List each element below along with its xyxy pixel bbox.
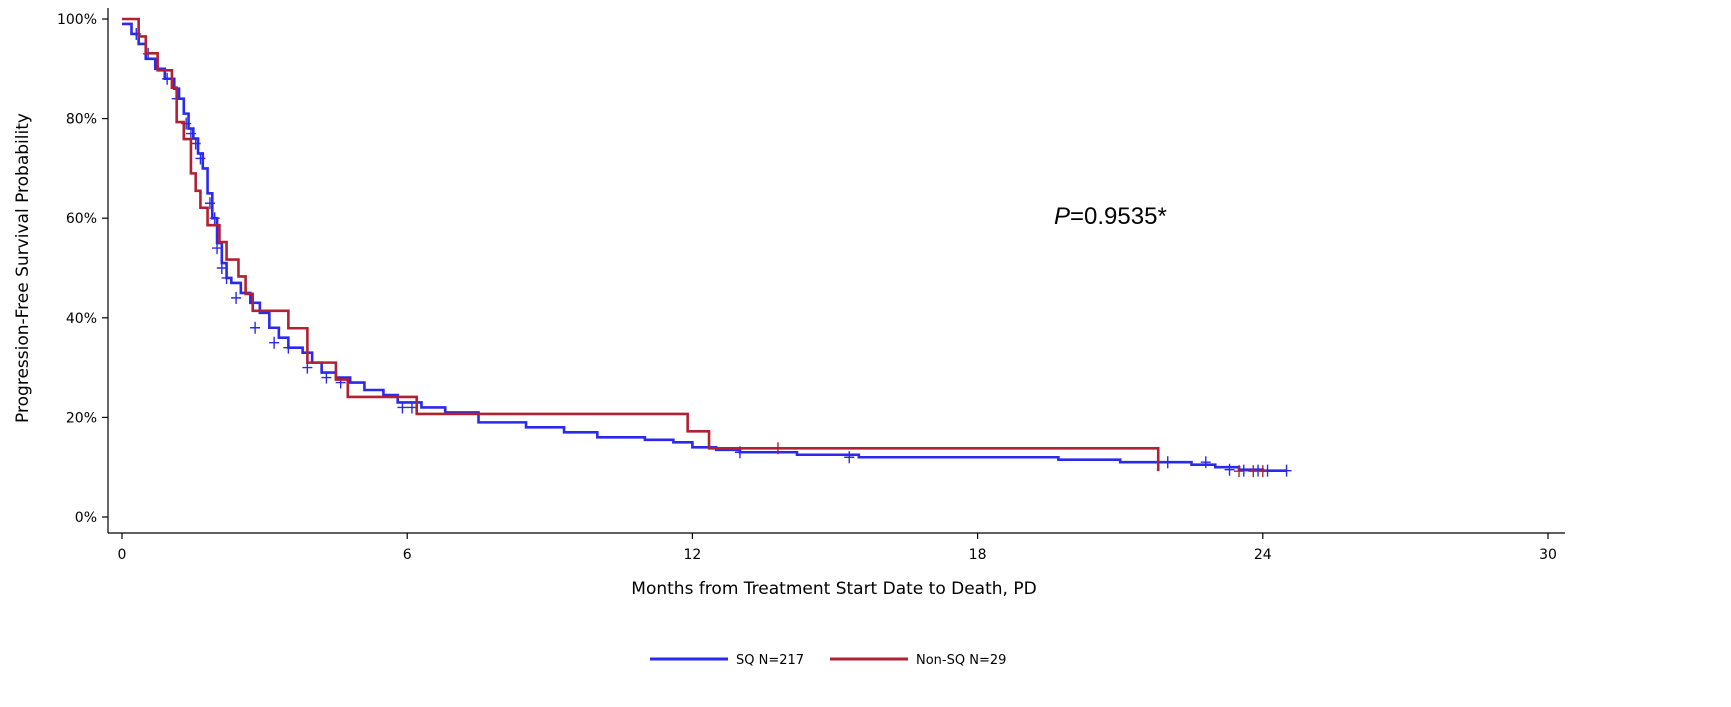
censor-mark [1234,465,1245,478]
x-tick-label: 30 [1539,547,1557,563]
censor-marks-0 [131,27,1292,477]
censor-mark [185,127,196,140]
series-layer [122,17,1292,478]
censor-mark [216,262,227,274]
y-tick-label: 20% [66,410,97,426]
x-tick-label: 24 [1254,547,1272,563]
censor-mark [406,401,417,414]
censor-mark [1248,465,1259,478]
censor-mark [250,321,261,334]
censor-mark [283,341,294,354]
censor-mark [844,451,855,464]
y-tick-label: 40% [66,311,97,327]
censor-mark [1200,456,1211,469]
censor-mark [231,291,242,304]
p-value: =0.9535* [1070,203,1167,230]
censor-mark [212,242,223,255]
p-label: P [1054,203,1070,230]
censor-marks-1 [772,442,1268,478]
x-tick-label: 18 [969,547,987,563]
censor-mark [221,271,232,284]
censor-mark [1162,456,1173,469]
x-axis-label: Months from Treatment Start Date to Deat… [631,579,1036,599]
censor-mark [397,401,408,414]
censor-mark [269,336,280,349]
x-tick-label: 12 [683,547,701,563]
p-value-annotation: P=0.9535* [1054,203,1167,230]
censor-mark [209,212,220,225]
censor-mark [162,72,173,85]
y-tick-label: 100% [57,12,97,28]
axes [107,8,1565,534]
censor-mark [190,137,201,150]
x-tick-label: 6 [403,547,412,563]
y-tick-label: 80% [66,112,97,128]
y-tick-label: 0% [75,510,97,526]
censor-mark [204,197,215,210]
legend-label-nonsq: Non-SQ N=29 [916,653,1006,668]
legend: SQ N=217 Non-SQ N=29 [650,653,1006,668]
x-tick-label: 0 [118,547,127,563]
x-ticks: 0 6 12 18 24 30 [118,533,1557,563]
series-line-0 [122,22,1287,472]
censor-mark [321,371,332,384]
censor-mark [195,152,206,165]
series-line-1 [122,17,1160,472]
y-axis-label: Progression-Free Survival Probability [13,113,33,423]
censor-mark [1281,464,1292,477]
y-ticks: 0% 20% 40% 60% 80% 100% [57,12,108,526]
legend-label-sq: SQ N=217 [736,653,804,668]
censor-mark [772,442,783,455]
censor-mark [1224,463,1235,476]
censor-mark [1257,465,1268,478]
y-tick-label: 60% [66,211,97,227]
